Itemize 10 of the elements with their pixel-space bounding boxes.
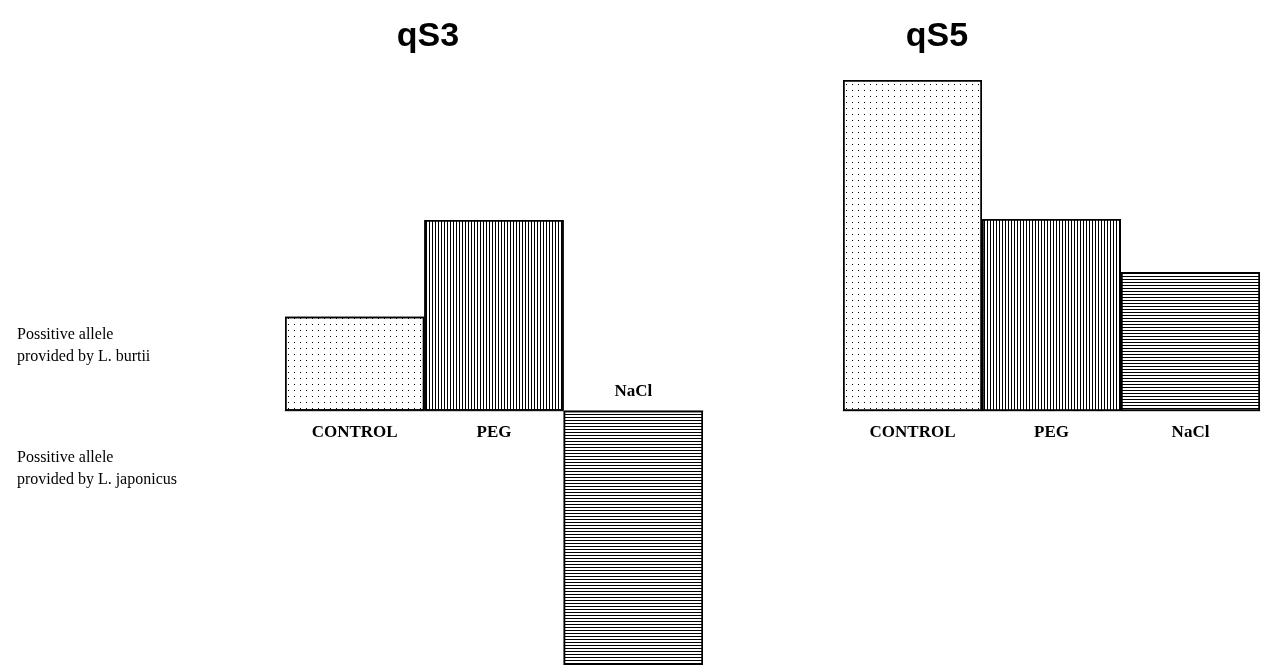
- x-tick-label: PEG: [476, 421, 512, 441]
- x-tick-label: NaCl: [614, 380, 653, 400]
- x-tick-label: NaCl: [1171, 422, 1210, 441]
- x-tick-label: PEG: [1034, 422, 1069, 441]
- chart-title: qS5: [905, 15, 969, 53]
- chart-title: qS3: [396, 15, 460, 53]
- x-tick-label: CONTROL: [869, 422, 956, 441]
- text: Possitive allele provided by L. japonicus: [17, 447, 177, 488]
- text: Possitive allele provided by L. burtii: [17, 324, 151, 365]
- x-tick-label: CONTROL: [311, 421, 398, 441]
